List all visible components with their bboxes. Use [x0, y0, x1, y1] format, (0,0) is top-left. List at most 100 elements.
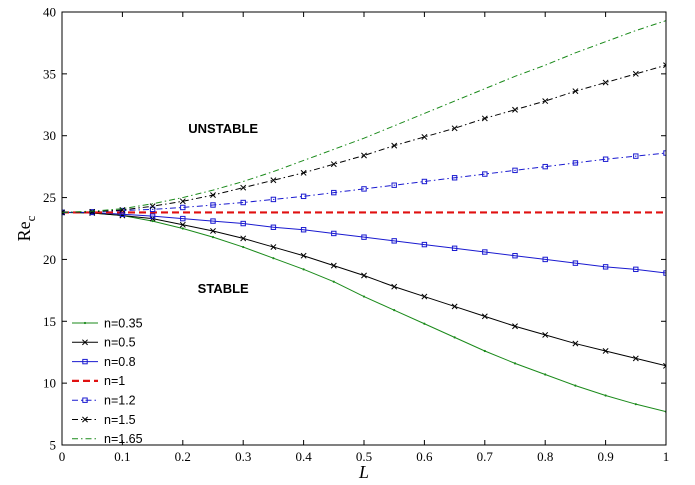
point-n=0.8-5 — [210, 218, 216, 224]
x-tick-label-5: 0.5 — [356, 449, 372, 464]
point-n=1.2-13 — [451, 175, 458, 181]
legend-item-n=0.35: n=0.35 — [72, 316, 143, 330]
point-n=0.5-4-stroke-b — [179, 221, 186, 228]
point-n=0.35-3 — [151, 219, 154, 223]
point-n=0.5-11 — [391, 283, 398, 290]
point-n=1.5-17-stroke-b — [572, 88, 579, 95]
point-n=1.2-7 — [270, 196, 277, 203]
point-n=0.5-10 — [361, 272, 367, 279]
point-n=0.35-19 — [634, 403, 637, 406]
point-n=1.2-5 — [210, 202, 216, 208]
legend-marker-n=1.5 — [82, 416, 88, 423]
y-axis-title: Rec — [14, 215, 38, 241]
y-tick-label-4: 25 — [43, 190, 56, 205]
point-n=0.8-17 — [572, 260, 579, 266]
point-n=0.8-8 — [300, 227, 307, 233]
legend-marker-n=1.5-stroke-b — [82, 416, 88, 423]
point-n=0.35-9 — [332, 280, 335, 283]
point-n=0.35-4 — [181, 227, 184, 230]
point-n=1.5-3 — [149, 203, 156, 210]
point-n=0.5-12-stroke-b — [421, 293, 428, 300]
legend-marker-n=0.5 — [82, 339, 88, 346]
point-n=1.5-1-stroke-b — [89, 208, 96, 215]
point-n=1.5-20 — [663, 62, 666, 69]
plot-area — [62, 12, 666, 445]
annotation-layer: UNSTABLE STABLE — [188, 121, 258, 296]
point-n=1.5-12 — [421, 133, 428, 140]
point-n=1.5-2 — [119, 206, 126, 213]
point-n=0.35-12 — [423, 322, 426, 325]
point-n=0.8-18 — [602, 264, 609, 270]
point-n=1.5-17 — [572, 88, 579, 95]
point-n=0.5-10-stroke-b — [361, 272, 367, 279]
point-n=0.35-16 — [544, 373, 547, 376]
point-n=0.35-18 — [604, 394, 607, 397]
point-n=0.5-18-stroke-b — [602, 348, 609, 354]
point-n=1.5-19-stroke-b — [632, 70, 639, 77]
point-n=1.5-4-stroke-b — [179, 198, 186, 205]
point-n=1.2-16 — [542, 163, 548, 170]
point-n=1.5-1 — [89, 208, 96, 215]
legend-label-n=0.5: n=0.5 — [104, 336, 136, 350]
point-n=0.5-14 — [481, 313, 488, 320]
point-n=0.35-8 — [302, 268, 305, 271]
point-n=1.5-9 — [330, 161, 337, 168]
point-n=1.5-18-stroke-b — [602, 79, 609, 86]
legend-marker-n=0.8 — [82, 358, 88, 365]
x-tick-label-10: 1 — [663, 449, 670, 464]
point-n=0.35-5 — [211, 236, 215, 239]
point-n=1.5-8 — [300, 169, 307, 176]
point-n=1.5-15-stroke-b — [512, 106, 518, 113]
point-n=0.5-5 — [210, 228, 216, 234]
point-n=0.5-15 — [512, 323, 518, 330]
point-n=0.5-17-stroke-b — [572, 340, 579, 347]
x-tick-label-2: 0.2 — [175, 449, 191, 464]
x-tick-label-9: 0.9 — [597, 449, 613, 464]
point-n=0.5-7 — [270, 244, 277, 251]
point-n=0.5-13-stroke-b — [451, 303, 458, 310]
y-tick-label-0: 5 — [50, 438, 57, 453]
point-n=1.2-14 — [482, 171, 488, 177]
point-n=0.8-7 — [270, 224, 277, 230]
x-tick-label-3: 0.3 — [235, 449, 251, 464]
point-n=1.5-6-stroke-b — [240, 184, 247, 191]
legend-item-n=1.5: n=1.5 — [72, 413, 136, 427]
point-n=1.5-18 — [602, 79, 609, 86]
point-n=1.5-19 — [632, 70, 639, 77]
point-n=0.5-6-stroke-b — [240, 235, 247, 242]
point-n=1.5-0 — [62, 209, 65, 216]
point-n=0.5-20-stroke-b — [663, 365, 666, 369]
x-tick-label-4: 0.4 — [295, 449, 312, 464]
series-line-n=1.5 — [62, 64, 666, 213]
point-n=0.5-6 — [240, 235, 247, 242]
point-n=0.5-4 — [179, 221, 186, 228]
x-tick-label-6: 0.6 — [416, 449, 433, 464]
point-n=0.5-8 — [300, 252, 307, 259]
point-n=0.5-18 — [602, 348, 609, 354]
point-n=1.5-9-stroke-b — [330, 161, 337, 168]
legend-label-n=1.2: n=1.2 — [104, 394, 136, 408]
point-n=0.35-14 — [483, 349, 486, 353]
point-n=1.5-13 — [451, 125, 458, 132]
legend-marker-n=0.5-stroke-b — [82, 339, 88, 346]
legend-item-n=1.2: n=1.2 — [72, 394, 136, 408]
point-n=1.2-12 — [421, 178, 428, 185]
plot-background — [62, 12, 666, 445]
point-n=0.8-6 — [240, 220, 246, 227]
point-n=1.2-11 — [391, 182, 397, 188]
point-n=1.5-10-stroke-b — [361, 152, 367, 159]
legend-marker-n=1.2 — [82, 397, 88, 403]
point-n=1.5-14-stroke-b — [481, 115, 488, 122]
point-n=0.35-15 — [513, 362, 517, 365]
legend-item-n=0.5: n=0.5 — [72, 336, 136, 350]
point-n=1.5-3-stroke-b — [149, 203, 156, 210]
x-tick-label-0: 0 — [59, 449, 66, 464]
point-n=0.5-8-stroke-b — [300, 252, 307, 259]
point-n=1.2-18 — [602, 156, 609, 162]
legend-label-n=1.65: n=1.65 — [104, 432, 143, 446]
point-n=1.2-8 — [300, 193, 307, 200]
point-n=1.5-14 — [481, 115, 488, 122]
point-n=0.5-14-stroke-b — [481, 313, 488, 320]
legend-item-n=1: n=1 — [72, 374, 125, 388]
